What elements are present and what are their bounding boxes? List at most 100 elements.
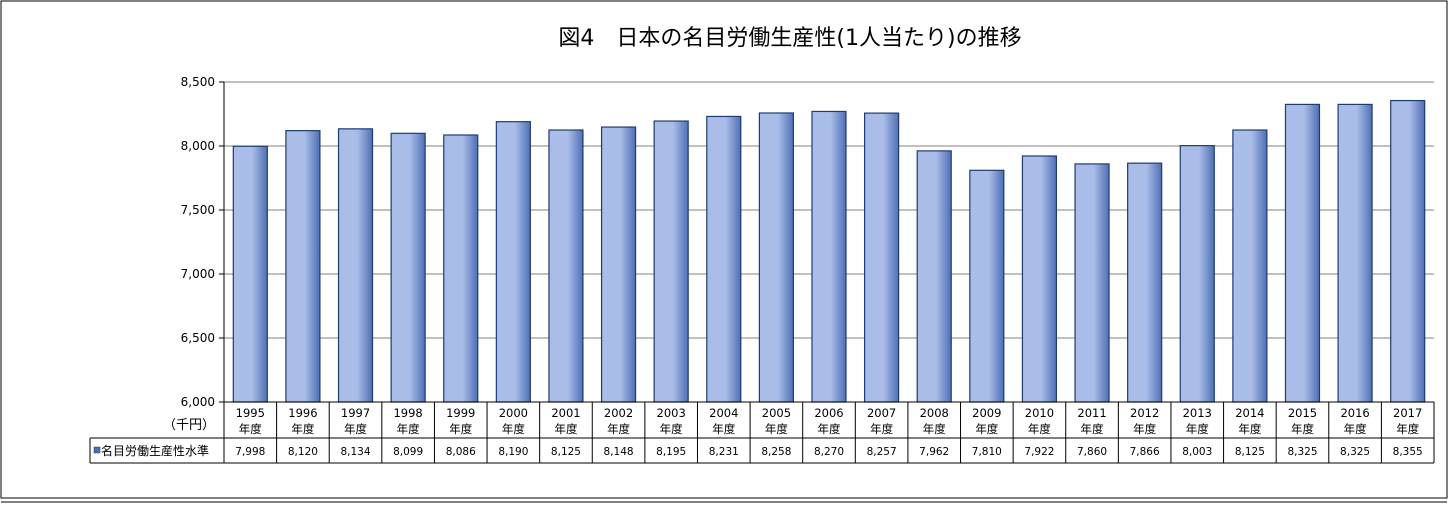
data-label: 8,325 <box>1287 446 1317 458</box>
data-label: 8,086 <box>446 446 476 458</box>
x-tick-label: 年度 <box>1081 422 1104 436</box>
x-tick-label: 1996 <box>288 406 317 420</box>
x-tick-label: 2004 <box>709 406 738 420</box>
bar <box>1232 129 1268 403</box>
x-tick-label: 年度 <box>502 422 525 436</box>
bar <box>548 129 584 403</box>
bar <box>811 110 847 403</box>
bar <box>864 112 900 403</box>
y-tick-label: 7,000 <box>181 267 215 281</box>
x-tick-label: 2012 <box>1130 406 1159 420</box>
x-tick-label: 1997 <box>341 406 370 420</box>
data-label: 8,270 <box>814 446 844 458</box>
data-label: 8,258 <box>761 446 791 458</box>
data-label: 8,257 <box>867 446 897 458</box>
data-label: 8,120 <box>288 446 318 458</box>
data-label: 8,003 <box>1182 446 1212 458</box>
bar <box>232 145 268 403</box>
x-tick-label: 年度 <box>291 422 314 436</box>
data-label: 8,125 <box>551 446 581 458</box>
x-tick-label: 2009 <box>972 406 1001 420</box>
x-tick-label: 年度 <box>397 422 420 436</box>
x-tick-label: 年度 <box>975 422 998 436</box>
x-tick-label: 年度 <box>660 422 683 436</box>
x-tick-label: 年度 <box>554 422 577 436</box>
bar <box>285 130 321 403</box>
data-label: 8,355 <box>1393 446 1423 458</box>
data-label: 8,148 <box>604 446 634 458</box>
legend-marker <box>93 446 101 454</box>
data-table: 1995 年度 7,998 1996 年度 8,120 1997 年度 8,134 1998 年度 8… <box>89 401 1435 464</box>
data-label: 8,325 <box>1340 446 1370 458</box>
x-tick-label: 年度 <box>1396 422 1419 436</box>
x-tick-label: 2015 <box>1288 406 1317 420</box>
data-label: 8,125 <box>1235 446 1265 458</box>
data-label: 8,195 <box>656 446 686 458</box>
legend: 名目労働生産性水準 <box>93 443 209 458</box>
x-tick-label: 1995 <box>236 406 265 420</box>
bar <box>653 120 689 403</box>
x-tick-label: 年度 <box>1291 422 1314 436</box>
x-tick-label: 2007 <box>867 406 896 420</box>
unit-label: （千円） <box>163 418 215 433</box>
x-tick-label: 2003 <box>657 406 686 420</box>
bar <box>1127 162 1163 403</box>
x-tick-label: 年度 <box>1133 422 1156 436</box>
x-tick-label: 1998 <box>393 406 422 420</box>
x-tick-label: 年度 <box>449 422 472 436</box>
bar <box>600 126 637 403</box>
data-label: 7,922 <box>1024 446 1054 458</box>
x-tick-label: 1999 <box>446 406 475 420</box>
x-tick-label: 2008 <box>920 406 949 420</box>
bar <box>969 169 1005 403</box>
x-tick-label: 年度 <box>1028 422 1051 436</box>
x-tick-label: 年度 <box>1186 422 1209 436</box>
data-label: 7,866 <box>1130 446 1160 458</box>
bar <box>443 134 479 403</box>
data-label: 7,998 <box>235 446 265 458</box>
bar <box>758 112 794 403</box>
x-tick-label: 2011 <box>1077 406 1106 420</box>
y-tick-label: 8,500 <box>181 75 215 89</box>
bar <box>1390 99 1426 403</box>
x-tick-label: 年度 <box>607 422 630 436</box>
x-tick-label: 2016 <box>1340 406 1369 420</box>
y-tick-label: 6,000 <box>181 395 215 409</box>
bar <box>1337 103 1373 403</box>
y-axis: 6,000 6,500 7,000 7,500 8,000 8,500 <box>181 75 224 409</box>
x-tick-label: 年度 <box>870 422 893 436</box>
x-tick-label: 年度 <box>765 422 788 436</box>
data-label: 7,810 <box>972 446 1002 458</box>
bar <box>337 128 374 403</box>
x-tick-label: 2014 <box>1235 406 1264 420</box>
data-label: 8,231 <box>709 446 739 458</box>
x-tick-label: 年度 <box>818 422 841 436</box>
bar <box>916 150 952 403</box>
data-label: 7,860 <box>1077 446 1107 458</box>
bar <box>1179 145 1215 403</box>
y-tick-label: 7,500 <box>181 203 215 217</box>
data-label: 8,134 <box>340 446 370 458</box>
x-tick-label: 2013 <box>1183 406 1212 420</box>
data-label: 8,190 <box>498 446 528 458</box>
x-tick-label: 2010 <box>1025 406 1054 420</box>
x-tick-label: 2005 <box>762 406 791 420</box>
bar <box>390 132 426 403</box>
x-tick-label: 年度 <box>239 422 262 436</box>
x-tick-label: 2006 <box>814 406 843 420</box>
bar <box>495 121 531 403</box>
bar <box>706 115 742 403</box>
y-tick-label: 8,000 <box>181 139 215 153</box>
data-label: 7,962 <box>919 446 949 458</box>
bar <box>1074 163 1110 403</box>
x-tick-label: 年度 <box>923 422 946 436</box>
x-tick-label: 2000 <box>499 406 528 420</box>
x-tick-label: 年度 <box>1238 422 1261 436</box>
x-tick-label: 2002 <box>604 406 633 420</box>
x-tick-label: 年度 <box>344 422 367 436</box>
bar <box>1284 103 1321 403</box>
chart-title: 図4 日本の名目労働生産性(1人当たり)の推移 <box>558 26 1021 51</box>
bars <box>232 99 1426 403</box>
data-label: 8,099 <box>393 446 423 458</box>
